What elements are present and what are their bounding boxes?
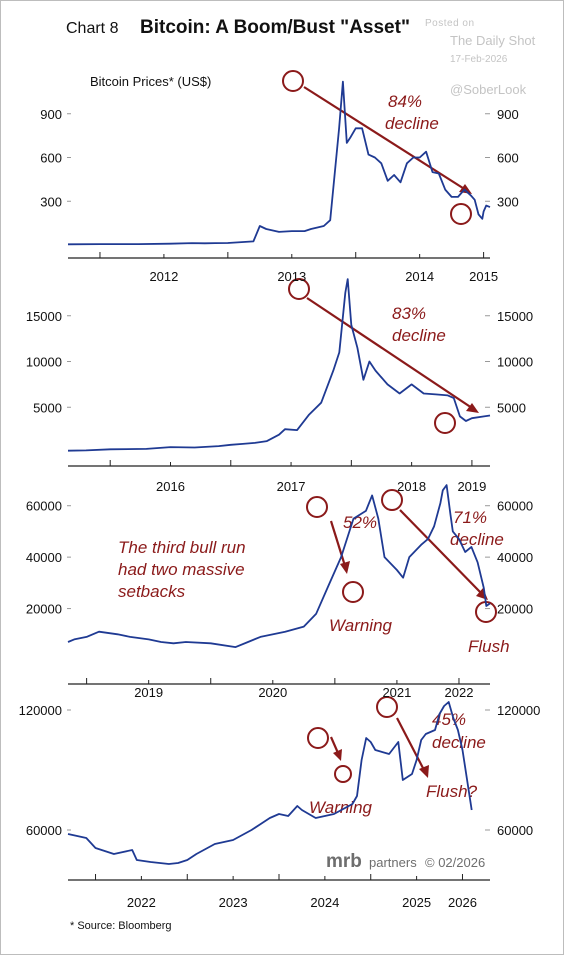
p2-y-tick-label-right: 15000: [497, 309, 533, 324]
p3-annot-flush: Flush: [468, 637, 510, 656]
p4-x-tick-label: 2025: [402, 895, 431, 910]
p3-warning-circle: [342, 581, 364, 603]
p4-x-tick-label: 2023: [219, 895, 248, 910]
p4-x-tick-label: 2026: [448, 895, 477, 910]
p1-peak-circle: [282, 70, 304, 92]
p4-x-tick-label: 2024: [310, 895, 339, 910]
p2-y-tick-label-right: 5000: [497, 400, 526, 415]
p2-arrow: [306, 297, 473, 409]
p2-peak-circle: [288, 278, 310, 300]
p4-arrowhead1: [333, 749, 342, 761]
p3-x-tick-label: 2020: [258, 685, 287, 700]
p3-x-tick-label: 2021: [382, 685, 411, 700]
p1-x-tick-label: 2014: [405, 269, 434, 284]
p1-price-line: [67, 80, 491, 246]
p3-note-line3: setbacks: [118, 582, 186, 601]
p3-annot-warning: Warning: [329, 616, 393, 635]
brand-mrb: mrb: [326, 851, 362, 872]
p3-note-line1: The third bull run: [118, 538, 246, 557]
watermark-date: 17-Feb-2026: [450, 54, 508, 65]
p3-arrow2: [399, 509, 483, 595]
p3-y-tick-label-left: 20000: [26, 602, 62, 617]
p4-warning-circle: [334, 765, 352, 783]
source-note: * Source: Bloomberg: [70, 920, 172, 932]
p3-peak1-circle: [306, 496, 328, 518]
p3-note-line2: had two massive: [118, 560, 245, 579]
p3-y-tick-label-left: 40000: [26, 550, 62, 565]
p1-x-tick-label: 2012: [149, 269, 178, 284]
brand-partners: partners: [369, 855, 417, 870]
brand-date: © 02/2026: [425, 855, 485, 870]
p4-peak1-circle: [307, 727, 329, 749]
p4-peak2-circle: [376, 696, 398, 718]
p3-annot-decline: decline: [450, 530, 504, 549]
p4-y-tick-label-right: 60000: [497, 823, 533, 838]
p3-arrow1: [329, 520, 347, 567]
p2-trough-circle: [434, 412, 456, 434]
p1-y-tick-label-right: 900: [497, 107, 519, 122]
p2-y-tick-label-left: 5000: [33, 400, 62, 415]
p1-trough-circle: [450, 203, 472, 225]
p1-y-tick-label-right: 300: [497, 194, 519, 209]
p4-arrowhead2: [419, 765, 429, 778]
p4-y-tick-label-left: 120000: [19, 703, 62, 718]
p1-annot-pct: 84%: [388, 92, 422, 111]
p4-annot-45: 45%: [432, 710, 466, 729]
p3-peak2-circle: [381, 489, 403, 511]
p2-x-tick-label: 2017: [277, 479, 306, 494]
p2-x-tick-label: 2018: [397, 479, 426, 494]
p3-x-tick-label: 2022: [445, 685, 474, 700]
p1-x-tick-label: 2013: [277, 269, 306, 284]
p2-y-tick-label-right: 10000: [497, 355, 533, 370]
p3-arrowhead1: [340, 561, 350, 574]
p2-x-tick-label: 2016: [156, 479, 185, 494]
p2-y-tick-label-left: 15000: [26, 309, 62, 324]
p4-annot-warning: Warning: [309, 798, 373, 817]
p4-annot-flush: Flush?: [426, 782, 478, 801]
p3-y-tick-label-right: 60000: [497, 499, 533, 514]
p3-annot-71: 71%: [453, 508, 487, 527]
p4-arrow2: [396, 717, 425, 771]
watermark-site: The Daily Shot: [450, 33, 536, 48]
p4-y-tick-label-left: 60000: [26, 823, 62, 838]
panel1-ylabel: Bitcoin Prices* (US$): [90, 74, 211, 89]
p2-arrowhead: [466, 403, 479, 413]
p1-x-tick-label: 2015: [469, 269, 498, 284]
p2-annot-decline: decline: [392, 326, 446, 345]
chart-title: Bitcoin: A Boom/Bust "Asset": [140, 17, 410, 38]
p4-y-tick-label-right: 120000: [497, 703, 540, 718]
p2-x-tick-label: 2019: [457, 479, 486, 494]
p2-annot-pct: 83%: [392, 304, 426, 323]
p3-annot-52: 52%: [343, 513, 377, 532]
p2-price-line: [67, 278, 491, 452]
p3-price-line: [67, 484, 491, 648]
p4-price-line: [67, 701, 473, 865]
p4-arrow1: [329, 736, 340, 754]
chart-number: Chart 8: [66, 20, 119, 37]
p3-x-tick-label: 2019: [134, 685, 163, 700]
p1-y-tick-label-left: 900: [40, 107, 62, 122]
p1-y-tick-label-left: 600: [40, 151, 62, 166]
watermark-handle: @SoberLook: [450, 82, 527, 97]
p1-annot-decline: decline: [385, 114, 439, 133]
p2-y-tick-label-left: 10000: [26, 355, 62, 370]
p4-x-tick-label: 2022: [127, 895, 156, 910]
p3-y-tick-label-right: 40000: [497, 550, 533, 565]
p1-y-tick-label-left: 300: [40, 194, 62, 209]
p3-y-tick-label-right: 20000: [497, 602, 533, 617]
watermark-posted: Posted on: [425, 18, 475, 29]
p3-y-tick-label-left: 60000: [26, 499, 62, 514]
p4-annot-decline: decline: [432, 733, 486, 752]
p1-y-tick-label-right: 600: [497, 151, 519, 166]
